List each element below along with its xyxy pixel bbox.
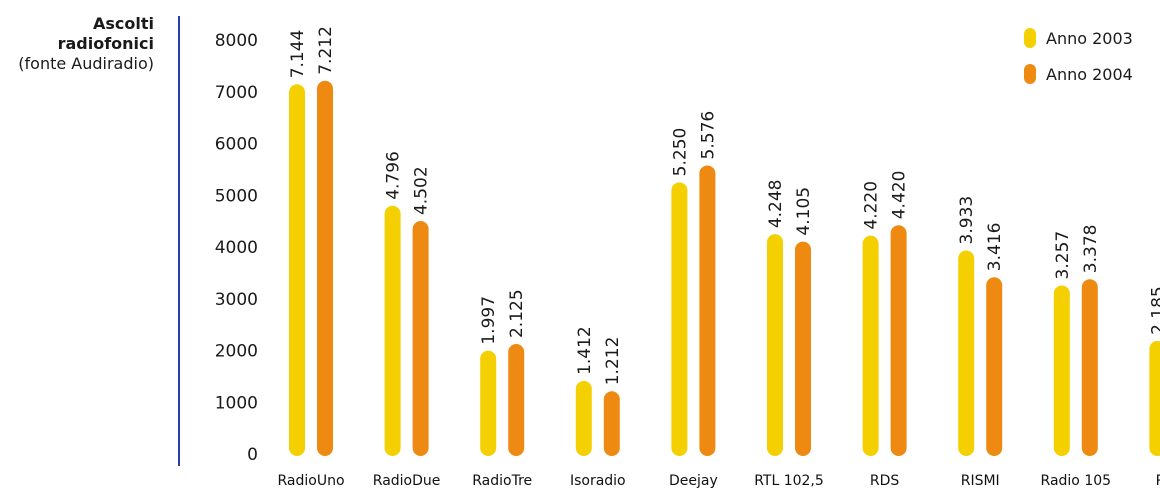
x-tick-label: Deejay <box>669 473 718 489</box>
y-tick-label: 3000 <box>215 290 258 310</box>
bar <box>862 235 879 456</box>
bar <box>508 344 525 456</box>
x-tick-label: Isoradio <box>570 473 626 489</box>
bar-value-label: 1.212 <box>603 337 623 386</box>
y-tick-label: 1000 <box>215 393 258 413</box>
x-tick-label: RDS <box>870 473 900 489</box>
y-tick-label: 5000 <box>215 186 258 206</box>
bar <box>412 221 429 456</box>
x-tick-label: RadioTre <box>472 473 532 489</box>
bar <box>1053 285 1070 456</box>
bar-value-label: 2.125 <box>507 289 527 338</box>
y-tick-label: 8000 <box>215 31 258 51</box>
bar-value-label: 1.412 <box>575 326 595 375</box>
bar-value-label: 4.796 <box>384 151 404 200</box>
x-tick-label: RadioUno <box>277 473 344 489</box>
x-tick-label: RISMI <box>961 473 1000 489</box>
bar <box>575 380 592 456</box>
bar <box>958 250 975 456</box>
x-tick-label: RadioDue <box>373 473 441 489</box>
bar-value-label: 3.378 <box>1081 225 1101 274</box>
bar <box>289 84 305 456</box>
bar-value-label: 3.933 <box>957 196 977 245</box>
bar <box>603 391 620 456</box>
bar <box>1081 279 1098 456</box>
bar <box>671 182 688 456</box>
bar-value-label: 4.502 <box>412 166 432 215</box>
bar-value-label: 4.248 <box>766 179 786 228</box>
bar-value-label: 5.576 <box>698 111 718 160</box>
bar-value-label: 7.212 <box>316 26 336 75</box>
legend-swatch <box>1024 64 1036 84</box>
bar <box>699 165 716 456</box>
chart-title-line-2: radiofonici <box>57 34 154 53</box>
bar-value-label: 2.185 <box>1148 286 1160 335</box>
chart-title: Ascolti radiofonici (fonte Audiradio) <box>0 14 154 74</box>
bar <box>986 277 1003 456</box>
y-tick-label: 2000 <box>215 342 258 362</box>
chart-subtitle: (fonte Audiradio) <box>18 54 154 73</box>
bar-value-label: 5.250 <box>670 128 690 177</box>
bar <box>795 241 811 456</box>
legend-label: Anno 2004 <box>1046 65 1133 84</box>
bar <box>767 234 783 456</box>
bar-value-label: 1.997 <box>479 296 499 345</box>
bar-value-label: 3.416 <box>985 223 1005 272</box>
bar-value-label: 4.105 <box>794 187 814 236</box>
x-tick-label: RMC <box>1156 473 1160 489</box>
y-tick-label: 4000 <box>215 238 258 258</box>
bar-value-label: 4.220 <box>862 181 882 230</box>
bar <box>890 225 907 456</box>
y-tick-label: 6000 <box>215 135 258 155</box>
y-tick-label: 7000 <box>215 83 258 103</box>
x-tick-label: Radio 105 <box>1041 473 1112 489</box>
bar <box>317 80 333 457</box>
bar <box>480 350 497 456</box>
y-tick-label: 0 <box>247 445 258 465</box>
x-tick-label: RTL 102,5 <box>754 473 824 489</box>
bar <box>384 205 401 456</box>
bar <box>1149 340 1160 456</box>
bar-value-label: 7.144 <box>288 30 308 79</box>
bar-value-label: 3.257 <box>1053 231 1073 280</box>
bar-value-label: 4.420 <box>890 171 910 220</box>
legend-swatch <box>1024 28 1036 48</box>
legend-label: Anno 2003 <box>1046 29 1133 48</box>
chart-title-line-1: Ascolti <box>93 14 154 33</box>
